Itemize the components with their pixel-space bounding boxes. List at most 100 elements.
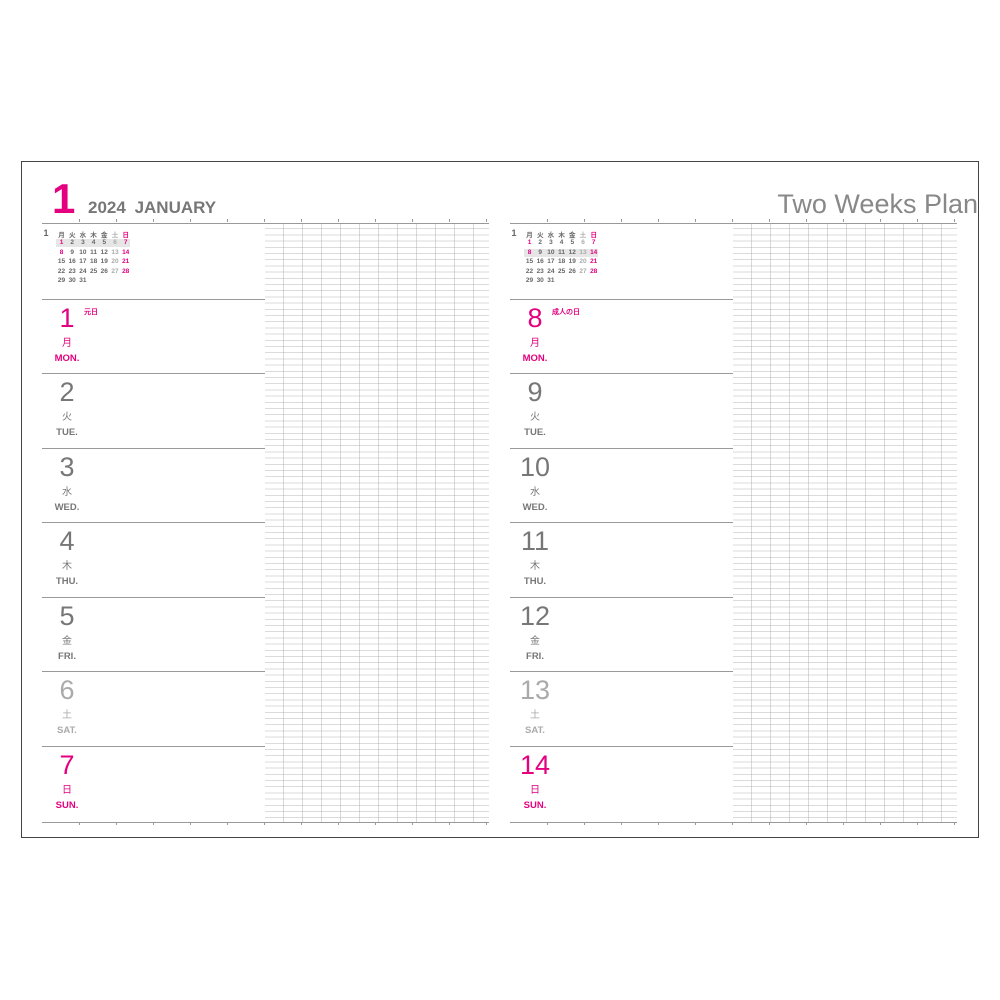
ruler-tick bbox=[227, 822, 228, 825]
ruler-tick bbox=[486, 219, 487, 222]
ruler-tick bbox=[769, 219, 770, 222]
page-rule bbox=[510, 822, 957, 823]
mini-cal-date: 13 bbox=[111, 248, 119, 256]
mini-cal-date: 8 bbox=[527, 248, 532, 256]
day-number: 6 bbox=[59, 675, 75, 705]
day-label: 7 日 SUN. bbox=[42, 750, 92, 811]
ruler-tick bbox=[584, 219, 585, 222]
day-english: MON. bbox=[522, 353, 548, 364]
ruler-tick bbox=[412, 822, 413, 825]
mini-cal-date: 9 bbox=[70, 248, 74, 256]
mini-cal-weekday: 土 bbox=[579, 232, 587, 239]
ruler-tick bbox=[153, 219, 154, 222]
ruler-tick bbox=[190, 822, 191, 825]
mini-cal-date: 30 bbox=[68, 277, 76, 285]
ruler-tick bbox=[301, 822, 302, 825]
day-english: FRI. bbox=[58, 651, 76, 662]
day-kanji: 土 bbox=[530, 710, 540, 721]
mini-cal-date: 5 bbox=[102, 239, 107, 246]
day-divider bbox=[42, 746, 265, 747]
day-divider bbox=[42, 671, 265, 672]
ruler-tick bbox=[732, 822, 733, 825]
day-english: TUE. bbox=[56, 427, 78, 438]
ruler-tick bbox=[880, 219, 881, 222]
day-label: 3 水 WED. bbox=[42, 452, 92, 513]
mini-cal-weekday: 水 bbox=[79, 232, 87, 239]
ruler-tick bbox=[116, 822, 117, 825]
day-kanji: 木 bbox=[62, 561, 72, 572]
mini-cal-weekday: 水 bbox=[547, 232, 555, 239]
mini-cal-date: 2 bbox=[538, 239, 542, 246]
current-week-highlight bbox=[524, 248, 598, 257]
mini-cal-date: 14 bbox=[122, 248, 130, 256]
ruler-tick bbox=[449, 219, 450, 222]
ruler-tick bbox=[301, 219, 302, 222]
day-kanji: 日 bbox=[530, 785, 540, 796]
ruler-tick bbox=[880, 822, 881, 825]
day-number: 10 bbox=[519, 452, 551, 482]
writing-grid bbox=[733, 223, 957, 822]
mini-cal-weekday: 月 bbox=[526, 232, 533, 239]
day-label: 2 火 TUE. bbox=[42, 377, 92, 438]
mini-cal-date: 6 bbox=[581, 239, 585, 246]
mini-cal-date: 26 bbox=[568, 267, 576, 275]
mini-cal-weekday: 土 bbox=[111, 232, 119, 239]
day-divider bbox=[42, 597, 265, 598]
mini-cal-date: 22 bbox=[57, 267, 66, 275]
mini-cal-date: 16 bbox=[536, 258, 544, 266]
mini-cal-date: 19 bbox=[100, 258, 108, 266]
month-number: 1 bbox=[52, 175, 76, 222]
mini-cal-date: 10 bbox=[547, 248, 555, 256]
mini-cal-date: 22 bbox=[525, 267, 534, 275]
day-divider bbox=[510, 746, 733, 747]
day-english: SUN. bbox=[55, 800, 79, 811]
day-english: MON. bbox=[54, 353, 80, 364]
mini-cal-date: 9 bbox=[538, 248, 542, 256]
day-kanji: 金 bbox=[62, 636, 72, 647]
mini-cal-date: 13 bbox=[579, 248, 587, 256]
day-divider bbox=[510, 299, 733, 300]
mini-cal-date: 11 bbox=[90, 248, 98, 256]
mini-cal-date: 3 bbox=[549, 239, 553, 246]
day-number: 5 bbox=[59, 601, 75, 631]
mini-cal-date: 10 bbox=[79, 248, 87, 256]
mini-cal-date: 24 bbox=[79, 267, 87, 275]
day-divider bbox=[42, 299, 265, 300]
mini-cal-date: 16 bbox=[68, 258, 76, 266]
day-number: 7 bbox=[59, 750, 75, 780]
mini-cal-date: 26 bbox=[100, 267, 108, 275]
day-number: 8 bbox=[527, 303, 543, 333]
mini-cal-date: 15 bbox=[525, 258, 534, 266]
ruler-tick bbox=[954, 822, 955, 825]
day-label: 14 日 SUN. bbox=[510, 750, 560, 811]
ruler-tick bbox=[116, 219, 117, 222]
ruler-tick bbox=[732, 219, 733, 222]
mini-cal-weekday: 金 bbox=[101, 232, 108, 239]
ruler-tick bbox=[338, 219, 339, 222]
mini-cal-date: 17 bbox=[79, 258, 87, 266]
holiday-name: 成人の日 bbox=[552, 309, 580, 316]
ruler-tick bbox=[153, 822, 154, 825]
mini-cal-weekday: 金 bbox=[569, 232, 576, 239]
mini-cal-weekday: 木 bbox=[90, 232, 97, 239]
ruler-tick bbox=[621, 822, 622, 825]
mini-cal-date: 25 bbox=[557, 267, 566, 275]
day-kanji: 月 bbox=[530, 338, 540, 349]
day-number: 12 bbox=[519, 601, 551, 631]
day-english: TUE. bbox=[524, 427, 546, 438]
mini-cal-date: 30 bbox=[536, 277, 544, 285]
day-kanji: 水 bbox=[62, 487, 72, 498]
mini-cal-weekday: 日 bbox=[122, 232, 129, 239]
day-kanji: 月 bbox=[62, 338, 72, 349]
day-english: THU. bbox=[523, 576, 547, 587]
mini-cal-date: 4 bbox=[559, 239, 564, 246]
day-english: SAT. bbox=[525, 725, 545, 736]
mini-cal-weekday: 木 bbox=[558, 232, 565, 239]
ruler-tick bbox=[621, 219, 622, 222]
day-number: 11 bbox=[520, 526, 550, 556]
mini-cal-weekday: 月 bbox=[58, 232, 65, 239]
ruler-tick bbox=[486, 822, 487, 825]
ruler-tick bbox=[264, 219, 265, 222]
ruler-tick bbox=[806, 219, 807, 222]
ruler-tick bbox=[264, 822, 265, 825]
